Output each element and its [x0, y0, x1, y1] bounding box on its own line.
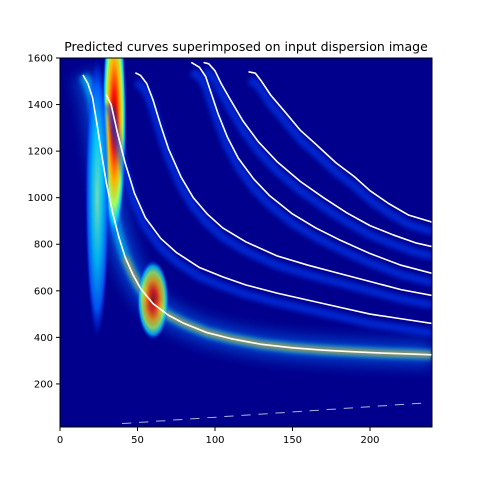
y-tick-label-1000: 1000 [28, 193, 53, 204]
energy-band-5 [203, 68, 432, 260]
chart-title: Predicted curves superimposed on input d… [64, 39, 428, 54]
y-tick-label-600: 600 [34, 286, 53, 297]
y-tick-label-1400: 1400 [28, 100, 53, 111]
x-tick-label-50: 50 [131, 435, 144, 446]
energy-band-6 [248, 77, 432, 236]
y-tick-label-800: 800 [34, 240, 53, 251]
x-tick-label-0: 0 [57, 435, 63, 446]
predicted-curve-6 [248, 71, 432, 223]
x-tick-label-200: 200 [360, 435, 379, 446]
y-tick-label-1600: 1600 [28, 54, 53, 65]
plot-area [60, 58, 432, 427]
x-tick-label-150: 150 [283, 435, 302, 446]
y-tick-label-1200: 1200 [28, 147, 53, 158]
predicted-curve-1 [82, 74, 432, 356]
energy-knee [137, 260, 169, 341]
y-tick-label-400: 400 [34, 333, 53, 344]
predicted-curve-4 [190, 61, 432, 275]
predicted-curve-2 [105, 94, 432, 325]
y-tick-label-200: 200 [34, 379, 53, 390]
plot-frame [59, 57, 433, 428]
energy-band-4 [189, 68, 432, 287]
predicted-curve-5 [203, 61, 432, 248]
x-tick-label-100: 100 [205, 435, 224, 446]
predicted-curves [82, 61, 432, 356]
y-axis: 200 400 600 800 1000 1200 1400 1600 [28, 54, 60, 390]
energy-band-2 [102, 102, 432, 337]
x-axis: 0 50 100 150 200 [57, 427, 380, 446]
energy-band-3 [134, 78, 432, 309]
energy-lobe [85, 58, 110, 338]
predicted-curve-3 [135, 72, 432, 297]
